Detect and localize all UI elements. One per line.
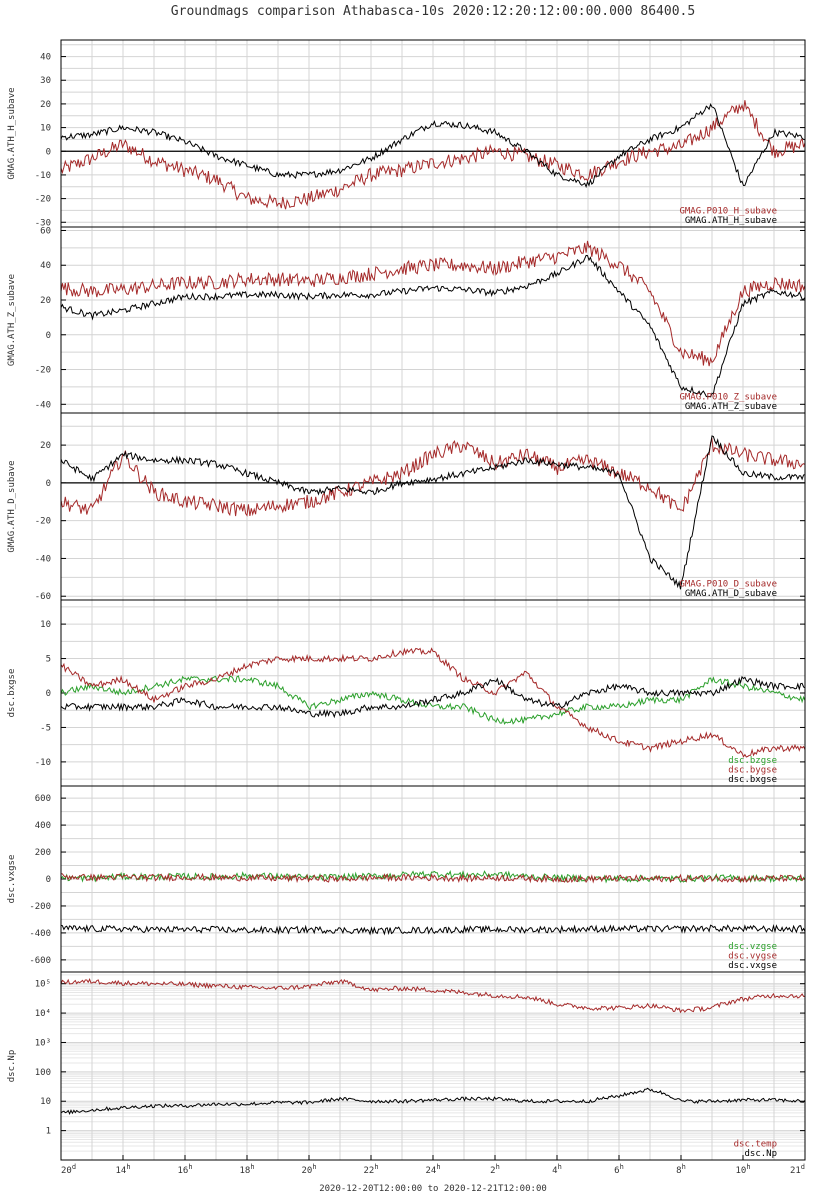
panel-3: -60-40-20020GMAG.ATH_D_subaveGMAG.P010_D… [7,412,806,602]
series-line [61,675,805,725]
x-tick-label: 16h [177,1163,192,1176]
y-tick-label: -20 [35,366,51,376]
legend-entry: dsc.Np [744,1149,777,1159]
x-tick-label: 6h [614,1163,624,1176]
series-line [61,240,805,367]
x-tick-label: 22h [363,1163,378,1176]
y-tick-label: 40 [40,261,51,271]
y-tick-label: -400 [29,929,51,939]
y-tick-label: 60 [40,226,51,236]
legend-entry: dsc.vzgse [728,942,777,952]
series-line [61,647,805,758]
y-tick-label: -40 [35,400,51,410]
y-axis-label: dsc.vxgse [7,855,17,904]
y-tick-label: -40 [35,554,51,564]
panel-5: -600 -400 -200 0 200 400 600 dsc.vxgse dsc.vzgse… [7,785,806,973]
legend-entry: dsc.temp [734,1140,777,1150]
panel-4: -10-50510dsc.bxgsedsc.bzgsedsc.bygsedsc.… [7,599,806,787]
y-tick-label: -5 [40,723,51,733]
series-line [61,435,805,590]
x-tick-label: 14h [115,1163,130,1176]
y-tick-label: 20 [40,441,51,451]
x-tick-label: 4h [552,1163,562,1176]
legend-entry: GMAG.P010_D_subave [679,580,777,590]
y-tick-label: 0 [46,479,51,489]
y-tick-label: 100 [35,1068,51,1078]
y-tick-label: 10 [40,1097,51,1107]
y-tick-label: 10⁴ [35,1009,51,1019]
series-line [61,100,805,210]
panels: -30-20-10010203040GMAG.ATH_H_subaveGMAG.… [7,39,806,1161]
series-line [61,978,805,1014]
y-tick-label: -30 [35,218,51,228]
legend-entry: GMAG.P010_Z_subave [679,393,777,403]
x-tick-label: 2h [490,1163,500,1176]
panel-1: -30-20-10010203040GMAG.ATH_H_subaveGMAG.… [7,39,806,228]
legend-entry: dsc.bxgse [728,775,777,785]
x-tick-label: 10h [735,1163,750,1176]
x-tick-label: 20d [61,1163,76,1176]
x-tick-label: 21d [790,1163,805,1176]
series-line [61,923,805,936]
y-tick-label: -600 [29,956,51,966]
y-tick-label: 40 [40,53,51,63]
y-tick-label: 200 [35,848,51,858]
legend-entry: dsc.bygse [728,766,777,776]
y-axis-label: GMAG.ATH_D_subave [7,460,17,552]
time-range-label: 2020-12-20T12:00:00 to 2020-12-21T12:00:… [319,1184,547,1194]
y-tick-label: 0 [46,875,51,885]
y-tick-label: 0 [46,689,51,699]
y-tick-label: 10³ [35,1038,51,1048]
panel-2: -40-200204060GMAG.ATH_Z_subaveGMAG.P010_… [7,226,806,414]
y-tick-label: 400 [35,821,51,831]
y-tick-label: 0 [46,147,51,157]
y-tick-label: -60 [35,592,51,602]
chart-title: Groundmags comparison Athabasca-10s 2020… [171,4,695,19]
series-line [61,1087,805,1115]
legend-entry: dsc.bzgse [728,756,777,766]
legend-entry: dsc.vxgse [728,961,777,971]
legend-entry: dsc.vygse [728,952,777,962]
y-tick-label: -20 [35,195,51,205]
series-line [61,437,805,517]
y-tick-label: 30 [40,76,51,86]
x-tick-label: 18h [239,1163,254,1176]
y-tick-label: -20 [35,517,51,527]
y-tick-label: 10 [40,620,51,630]
y-tick-label: 20 [40,100,51,110]
legend-entry: GMAG.ATH_H_subave [685,216,777,226]
series-line [61,675,805,719]
legend-entry: GMAG.P010_H_subave [679,207,777,217]
y-tick-label: -10 [35,758,51,768]
x-tick-label: 8h [676,1163,686,1176]
series-line [61,872,805,884]
y-axis-label: GMAG.ATH_Z_subave [7,274,17,366]
x-tick-label: 20h [301,1163,316,1176]
y-tick-label: -200 [29,902,51,912]
y-axis-label: dsc.Np [7,1050,17,1083]
y-tick-label: 20 [40,296,51,306]
y-axis-label: GMAG.ATH_H_subave [7,87,17,179]
series-line [61,102,805,189]
y-tick-label: 10⁵ [35,980,51,990]
x-tick-label: 24h [425,1163,440,1176]
legend-entry: GMAG.ATH_Z_subave [685,402,777,412]
y-tick-label: 5 [46,655,51,665]
legend-entry: GMAG.ATH_D_subave [685,589,777,599]
y-tick-label: 10 [40,124,51,134]
y-tick-label: -10 [35,171,51,181]
series-line [61,254,805,398]
y-axis-label: dsc.bxgse [7,669,17,718]
x-axis: 20d 14h 16h 18h 20h 22h 24h 2h 4h 6h 8h 10h 21d [60,1155,806,1176]
y-tick-label: 600 [35,794,51,804]
y-tick-label: 1 [46,1127,51,1137]
y-tick-label: 0 [46,331,51,341]
